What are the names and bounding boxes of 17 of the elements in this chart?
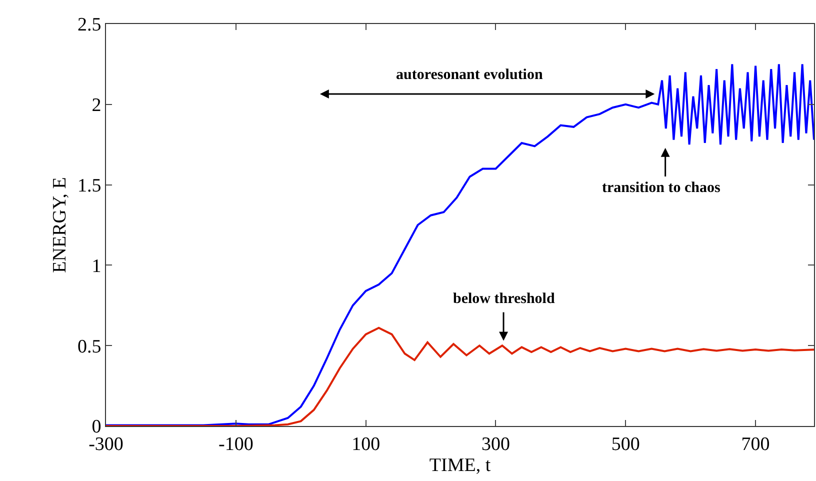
annotation: autoresonant evolution xyxy=(396,67,544,83)
line-series xyxy=(106,63,814,426)
x-tick-label: 500 xyxy=(611,434,640,455)
y-axis-title: ENERGY, E xyxy=(49,177,70,273)
y-tick-label: 0.5 xyxy=(77,336,102,358)
x-tick-label: 100 xyxy=(352,434,380,455)
x-tick-label: -100 xyxy=(218,434,254,455)
y-tick-label: 2 xyxy=(92,95,102,116)
line-series xyxy=(106,326,814,426)
annotation: below threshold xyxy=(453,291,556,307)
x-tick-label: 700 xyxy=(741,434,770,455)
x-tick-label: 300 xyxy=(481,434,510,455)
x-axis-title: TIME, t xyxy=(429,454,492,476)
y-tick-label: 1.5 xyxy=(77,175,102,196)
y-tick-label: 1 xyxy=(92,256,102,277)
y-tick-label: 2.5 xyxy=(77,14,102,36)
annotation: transition to chaos xyxy=(602,180,720,196)
